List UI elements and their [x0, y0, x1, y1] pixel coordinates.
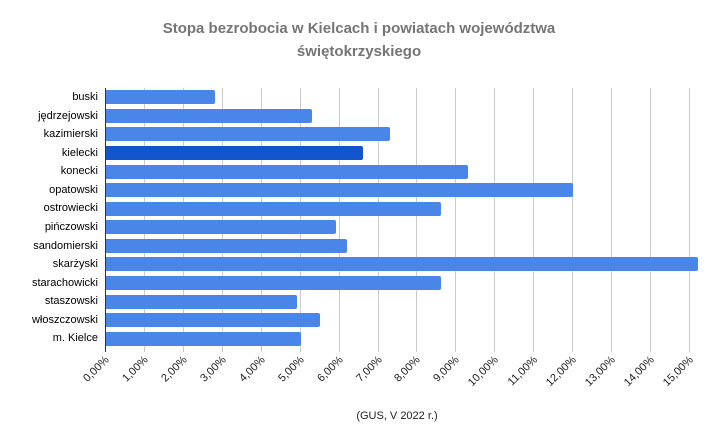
- x-axis-tick-label: 8,00%: [391, 354, 423, 385]
- bar-buski[interactable]: [106, 90, 215, 104]
- bar-skarżyski[interactable]: [106, 257, 698, 271]
- category-label: kielecki: [61, 147, 98, 159]
- category-label: jędrzejowski: [38, 110, 98, 122]
- bar-staszowski[interactable]: [106, 295, 297, 309]
- category-label: staszowski: [44, 295, 98, 307]
- bar-pińczowski[interactable]: [106, 220, 336, 234]
- chart-title-line-2: świętokrzyskiego: [296, 43, 422, 60]
- gridline: [611, 88, 612, 352]
- category-label: skarżyski: [52, 258, 98, 270]
- x-axis-tick-label: 1,00%: [119, 354, 151, 385]
- gridline: [533, 88, 534, 352]
- x-axis-tick-label: 15,00%: [660, 354, 696, 389]
- x-axis-tick-label: 7,00%: [353, 354, 385, 385]
- x-axis-tick-label: 13,00%: [582, 354, 618, 389]
- x-axis-tick-label: 5,00%: [275, 354, 307, 385]
- gridline: [416, 88, 417, 352]
- x-axis-tick-label: 10,00%: [465, 354, 501, 389]
- bar-jędrzejowski[interactable]: [106, 109, 312, 123]
- bar-konecki[interactable]: [106, 165, 468, 179]
- source-note: (GUS, V 2022 r.): [356, 410, 438, 422]
- chart-title-line-1: Stopa bezrobocia w Kielcach i powiatach …: [162, 20, 556, 37]
- gridline: [455, 88, 456, 352]
- x-axis-tick-label: 0,00%: [80, 354, 112, 385]
- bar-ostrowiecki[interactable]: [106, 202, 441, 216]
- gridline: [650, 88, 651, 352]
- gridline: [378, 88, 379, 352]
- gridline: [494, 88, 495, 352]
- category-label: opatowski: [49, 184, 98, 196]
- x-axis-tick-label: 12,00%: [543, 354, 579, 389]
- bar-kazimierski[interactable]: [106, 127, 390, 141]
- category-label: m. Kielce: [52, 332, 98, 344]
- y-axis-line: [105, 88, 106, 352]
- x-axis-tick-label: 2,00%: [158, 354, 190, 385]
- category-label: ostrowiecki: [43, 202, 98, 214]
- bar-włoszczowski[interactable]: [106, 313, 320, 327]
- bar-opatowski[interactable]: [106, 183, 573, 197]
- category-label: buski: [72, 91, 98, 103]
- bar-kielecki[interactable]: [106, 146, 363, 160]
- category-label: sandomierski: [33, 240, 98, 252]
- x-axis-tick-label: 3,00%: [197, 354, 229, 385]
- category-label: kazimierski: [43, 128, 98, 140]
- x-axis-tick-label: 14,00%: [621, 354, 657, 389]
- gridline: [572, 88, 573, 352]
- x-axis-tick-label: 9,00%: [430, 354, 462, 385]
- category-label: pińczowski: [44, 221, 98, 233]
- x-axis-tick-label: 6,00%: [314, 354, 346, 385]
- x-axis-tick-label: 11,00%: [505, 354, 540, 389]
- gridline: [339, 88, 340, 352]
- gridline: [689, 88, 690, 352]
- chart-title: Stopa bezrobocia w Kielcach i powiatach …: [0, 17, 718, 63]
- bar-sandomierski[interactable]: [106, 239, 347, 253]
- category-label: włoszczowski: [31, 314, 98, 326]
- category-label: konecki: [60, 165, 98, 177]
- bar-starachowicki[interactable]: [106, 276, 441, 290]
- x-axis-tick-label: 4,00%: [236, 354, 268, 385]
- category-label: starachowicki: [31, 277, 98, 289]
- bar-m-Kielce[interactable]: [106, 332, 301, 346]
